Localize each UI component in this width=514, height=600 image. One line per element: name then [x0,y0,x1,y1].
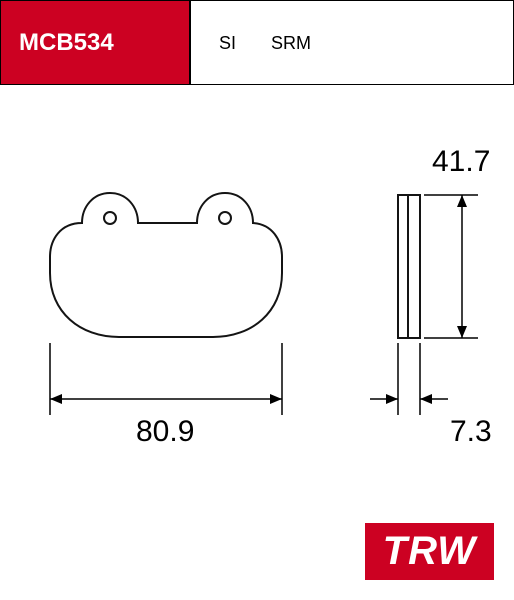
mounting-hole-right [219,212,231,224]
pad-side-view [398,195,420,338]
tag-srm: SRM [271,33,311,54]
dim-height-label: 41.7 [432,145,490,179]
dim-width [50,343,282,415]
brand-text: TRW [383,529,476,573]
product-code: MCB534 [19,29,114,57]
header-code-box: MCB534 [0,0,190,85]
tag-si: SI [219,33,236,54]
pad-front-view [50,193,282,337]
mounting-hole-left [104,212,116,224]
dim-thickness [370,343,448,415]
header-tags-box: SI SRM [190,0,514,85]
dim-thickness-label: 7.3 [450,415,492,449]
dim-height [424,195,478,338]
dim-width-label: 80.9 [136,415,194,449]
brand-badge: TRW [365,523,494,580]
